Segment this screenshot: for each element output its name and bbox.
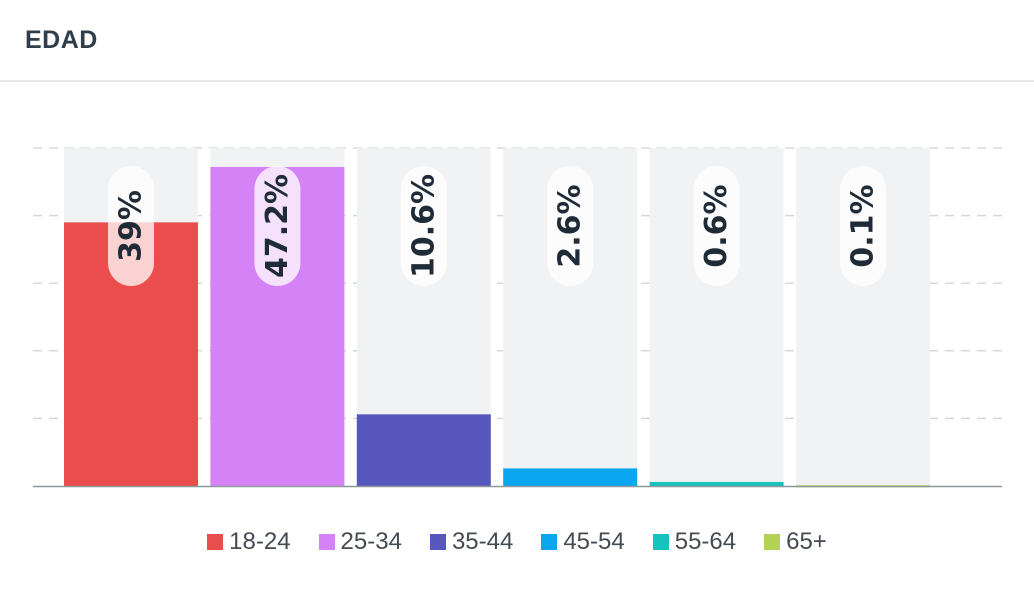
bar-chart: 39% 47.2% 10.6% 2.6% 0.6% 0.1% [33,147,1002,488]
chart-legend: 18-24 25-34 35-44 45-54 55-64 65+ [0,528,1034,556]
card-header: EDAD [0,0,1034,82]
legend-label: 25-34 [340,528,402,555]
data-label-pill [108,166,154,286]
bar-group-65+: 0.1% [796,148,930,488]
legend-label: 65+ [786,528,827,555]
data-label-pill [693,166,740,286]
data-label-pill [400,166,447,286]
chart-title: EDAD [25,25,98,54]
data-label-pill [840,166,886,286]
bar [503,468,638,486]
legend-swatch [652,534,669,550]
legend-item[interactable]: 45-54 [541,528,625,556]
legend-swatch [541,534,558,550]
legend-label: 35-44 [451,528,514,555]
legend-label: 18-24 [229,528,291,555]
bar-group-25-34: 47.2% [210,148,345,486]
legend-item[interactable]: 55-64 [652,528,737,556]
legend-swatch [318,534,335,550]
data-label: 0.6% [699,184,734,267]
bar-group-35-44: 10.6% [356,148,491,486]
data-label: 0.1% [846,184,881,267]
bar-group-18-24: 39% [64,148,198,487]
data-label-pill [547,166,594,286]
bar-group-45-54: 2.6% [503,148,638,486]
legend-item[interactable]: 25-34 [318,528,402,556]
legend-label: 45-54 [563,528,625,555]
legend-label: 55-64 [674,528,737,555]
data-label-pill [254,166,301,286]
bar [649,481,784,486]
legend-swatch [764,534,781,550]
legend-swatch [429,534,446,550]
bar [356,414,491,486]
legend-item[interactable]: 18-24 [207,528,291,556]
data-label: 39% [114,190,149,262]
legend-swatch [207,534,224,550]
data-label: 2.6% [553,184,588,267]
data-label: 47.2% [260,174,295,278]
data-label: 10.6% [406,174,441,278]
bar-group-55-64: 0.6% [649,148,784,486]
legend-item[interactable]: 35-44 [429,528,514,556]
legend-item[interactable]: 65+ [764,528,827,556]
